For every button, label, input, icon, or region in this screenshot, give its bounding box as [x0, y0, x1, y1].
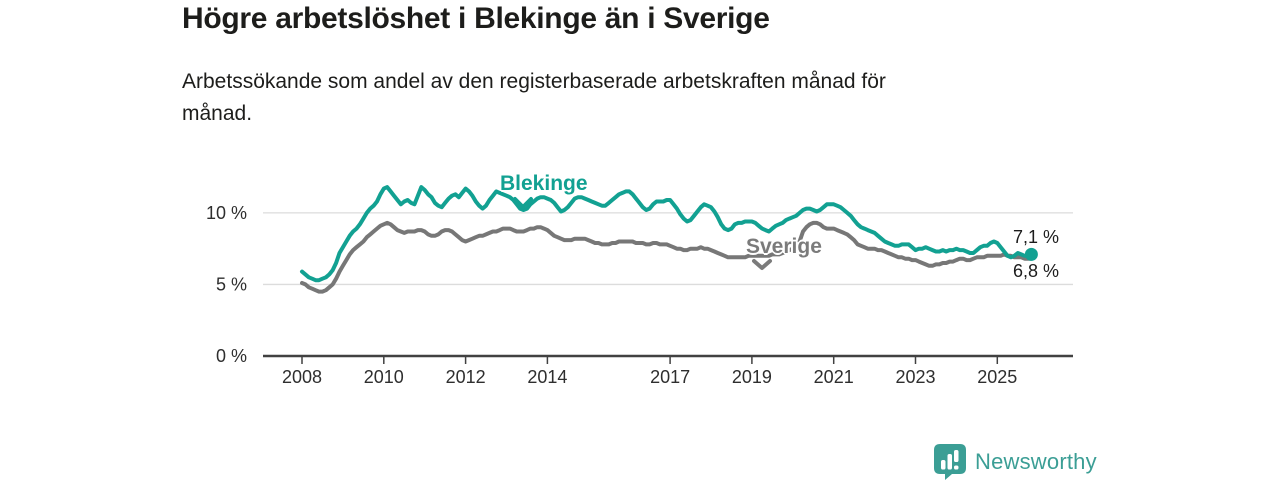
y-axis-label-0: 0 %	[216, 346, 247, 366]
series-label-blekinge: Blekinge	[500, 172, 588, 195]
x-axis-label-2012: 2012	[446, 367, 486, 387]
y-axis-label-10: 10 %	[206, 203, 247, 223]
x-axis-label-2019: 2019	[732, 367, 772, 387]
series-end-dot-blekinge	[1024, 247, 1038, 261]
x-axis-label-2010: 2010	[364, 367, 404, 387]
newsworthy-logo-icon	[933, 443, 967, 480]
series-label-sverige: Sverige	[746, 235, 822, 258]
chart-subtitle-line-2: månad.	[182, 102, 253, 125]
blekinge-label-caret-icon	[513, 197, 533, 209]
x-axis-label-2023: 2023	[895, 367, 935, 387]
end-value-sverige: 6,8 %	[1013, 261, 1060, 281]
x-axis-label-2008: 2008	[282, 367, 322, 387]
y-axis-label-5: 5 %	[216, 274, 247, 294]
x-axis-label-2025: 2025	[977, 367, 1017, 387]
newsworthy-logo: Newsworthy	[933, 443, 1097, 480]
series-line-sverige	[300, 220, 1034, 294]
chart-subtitle: Arbetssökande som andel av den registerb…	[182, 66, 886, 130]
chart-title: Högre arbetslöshet i Blekinge än i Sveri…	[182, 2, 770, 35]
x-axis-label-2021: 2021	[814, 367, 854, 387]
end-value-blekinge: 7,1 %	[1013, 227, 1060, 247]
series-line-blekinge	[300, 185, 1034, 283]
chart-subtitle-line-1: Arbetssökande som andel av den registerb…	[182, 70, 886, 93]
sverige-label-caret-icon	[752, 259, 772, 270]
x-axis-label-2014: 2014	[527, 367, 567, 387]
x-axis-label-2017: 2017	[650, 367, 690, 387]
newsworthy-brand-text: Newsworthy	[975, 448, 1097, 474]
